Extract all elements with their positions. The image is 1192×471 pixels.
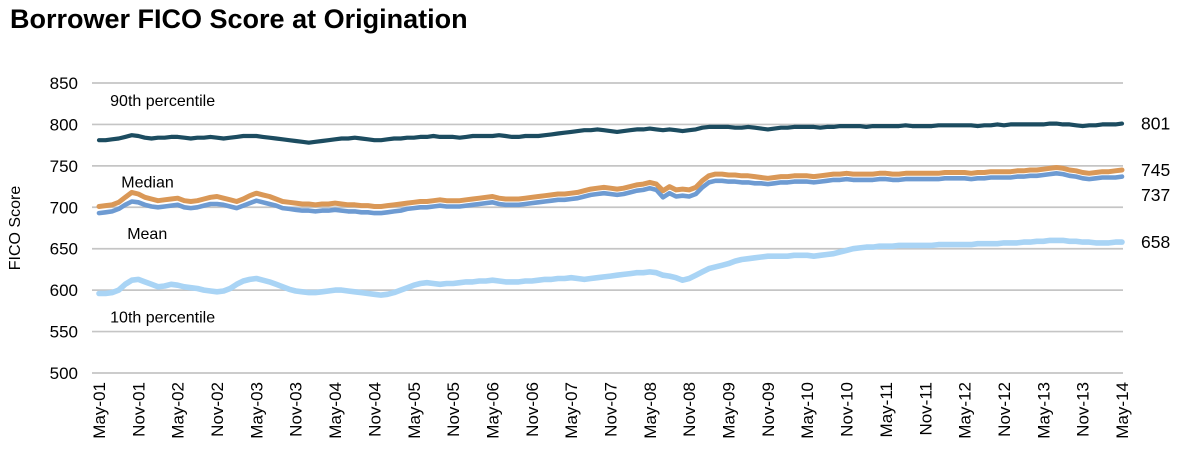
x-tick-label: Nov-02: [208, 382, 227, 437]
x-tick-label: May-05: [405, 382, 424, 439]
x-tick-label: May-14: [1113, 382, 1132, 439]
x-tick-label: Nov-03: [287, 382, 306, 437]
x-tick-label: Nov-05: [444, 382, 463, 437]
series-label-10th-percentile: 10th percentile: [110, 309, 215, 326]
x-tick-label: Nov-04: [365, 382, 384, 437]
x-tick-label: May-07: [562, 382, 581, 439]
x-tick-label: May-02: [169, 382, 188, 439]
chart-title: Borrower FICO Score at Origination: [10, 4, 468, 34]
x-tick-label: Nov-06: [523, 382, 542, 437]
series-line-10th-percentile: [96, 237, 1125, 298]
x-tick-label: Nov-12: [995, 382, 1014, 437]
x-tick-label: May-08: [641, 382, 660, 439]
y-tick-label: 550: [50, 323, 78, 342]
y-tick-label: 600: [50, 281, 78, 300]
end-value-90th-percentile: 801: [1141, 114, 1170, 134]
x-tick-label: Nov-09: [759, 382, 778, 437]
series-label-90th-percentile: 90th percentile: [110, 93, 215, 110]
x-tick-label: Nov-10: [838, 382, 857, 437]
series-label-median: Median: [121, 174, 173, 191]
x-tick-label: May-13: [1034, 382, 1053, 439]
x-tick-label: Nov-01: [129, 382, 148, 437]
x-tick-label: May-04: [326, 382, 345, 439]
x-tick-label: May-01: [90, 382, 109, 439]
x-tick-label: May-06: [483, 382, 502, 439]
end-value-mean: 737: [1141, 185, 1170, 205]
series-line-90th-percentile: [96, 121, 1125, 145]
x-tick-label: May-12: [956, 382, 975, 439]
x-tick-label: Nov-07: [602, 382, 621, 437]
y-tick-label: 650: [50, 240, 78, 259]
y-tick-label: 700: [50, 198, 78, 217]
y-tick-label: 750: [50, 157, 78, 176]
y-tick-label: 850: [50, 74, 78, 93]
x-tick-label: Nov-08: [680, 382, 699, 437]
x-tick-label: Nov-13: [1074, 382, 1093, 437]
series-label-mean: Mean: [127, 226, 167, 243]
end-value-median: 745: [1141, 160, 1170, 180]
x-tick-label: Nov-11: [916, 382, 935, 436]
y-axis-title: FICO Score: [7, 186, 24, 271]
x-tick-label: May-10: [798, 382, 817, 439]
y-tick-label: 800: [50, 115, 78, 134]
y-tick-label: 500: [50, 364, 78, 383]
series-line-median: [96, 165, 1125, 209]
end-value-10th-percentile: 658: [1141, 232, 1170, 252]
x-tick-label: May-11: [877, 382, 896, 437]
x-tick-label: May-03: [247, 382, 266, 439]
x-tick-label: May-09: [720, 382, 739, 439]
series-line-mean: [96, 171, 1125, 216]
